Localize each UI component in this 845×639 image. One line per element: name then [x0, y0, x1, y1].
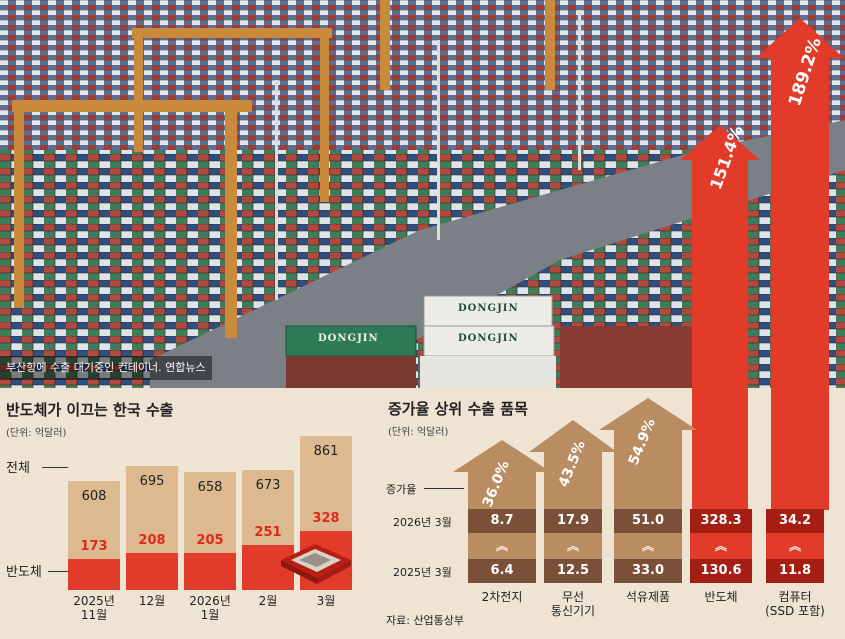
category-label: 2월 — [258, 594, 278, 608]
value-2025: 12.5 — [544, 559, 602, 583]
value-semiconductor: 208 — [138, 532, 166, 548]
item-label: 석유제품 — [625, 590, 671, 604]
value-total: 608 — [81, 489, 107, 505]
chevron-up-icon: ︽ — [641, 539, 654, 553]
item-label: 무선 통신기기 — [550, 590, 596, 618]
chevron-up-icon: ︽ — [714, 539, 727, 553]
value-semiconductor: 251 — [254, 525, 282, 541]
right-chart-unit: (단위: 억달러) — [388, 427, 449, 438]
container-label: DONGJIN — [458, 333, 519, 344]
value-total: 861 — [313, 443, 339, 459]
growth-arrow — [529, 420, 617, 509]
bar-semiconductor — [68, 559, 120, 590]
value-2026: 17.9 — [544, 509, 602, 533]
value-2026: 34.2 — [766, 509, 824, 533]
growth-arrow — [453, 440, 551, 509]
left-chart-unit: (단위: 억달러) — [6, 428, 67, 439]
row-label-2025: 2025년 3월 — [393, 566, 452, 579]
value-semiconductor: 173 — [80, 539, 108, 555]
chevron-up-icon: ︽ — [566, 539, 579, 553]
value-total: 673 — [255, 477, 281, 493]
value-2025: 33.0 — [614, 559, 682, 583]
container-label: DONGJIN — [458, 303, 519, 314]
growth-row-label: 증가율 — [386, 483, 417, 496]
value-total: 658 — [197, 480, 223, 496]
right-chart-title: 증가율 상위 수출 품목 — [388, 400, 528, 418]
chevron-up-icon: ︽ — [788, 539, 801, 553]
value-2025: 6.4 — [468, 559, 536, 583]
value-2025: 130.6 — [690, 559, 752, 583]
category-label: 12월 — [138, 594, 166, 608]
row-label-total: 전체 — [6, 461, 30, 476]
category-label: 2026년 1월 — [189, 594, 231, 622]
container-label: DONGJIN — [318, 333, 379, 344]
value-2026: 328.3 — [690, 509, 752, 533]
growth-arrow — [599, 398, 697, 509]
left-chart-title: 반도체가 이끄는 한국 수출 — [6, 401, 174, 419]
bar-semiconductor — [184, 553, 236, 590]
category-label: 3월 — [316, 594, 336, 608]
leader-line — [424, 488, 464, 489]
item-label: 컴퓨터 (SSD 포함) — [765, 590, 825, 618]
category-label: 2025년 11월 — [73, 594, 115, 622]
arrow-semiconductor — [680, 125, 760, 510]
value-semiconductor: 205 — [196, 533, 224, 549]
value-2026: 51.0 — [614, 509, 682, 533]
value-semiconductor: 328 — [312, 511, 340, 527]
row-label-semi: 반도체 — [6, 565, 42, 580]
item-label: 반도체 — [704, 590, 738, 604]
source-note: 자료: 산업통상부 — [386, 614, 465, 627]
chip-icon — [281, 544, 351, 584]
bar-semiconductor — [126, 552, 178, 590]
arrow-computer — [756, 18, 844, 510]
photo-caption: 부산항에 수출 대기중인 컨테이너. 연합뉴스 — [0, 356, 212, 380]
value-2026: 8.7 — [468, 509, 536, 533]
leader-line — [48, 571, 68, 572]
row-label-2026: 2026년 3월 — [393, 516, 452, 529]
value-2025: 11.8 — [766, 559, 824, 583]
leader-line — [42, 467, 68, 468]
item-label: 2차전지 — [481, 590, 523, 604]
chevron-up-icon: ︽ — [495, 539, 508, 553]
value-total: 695 — [139, 473, 165, 489]
